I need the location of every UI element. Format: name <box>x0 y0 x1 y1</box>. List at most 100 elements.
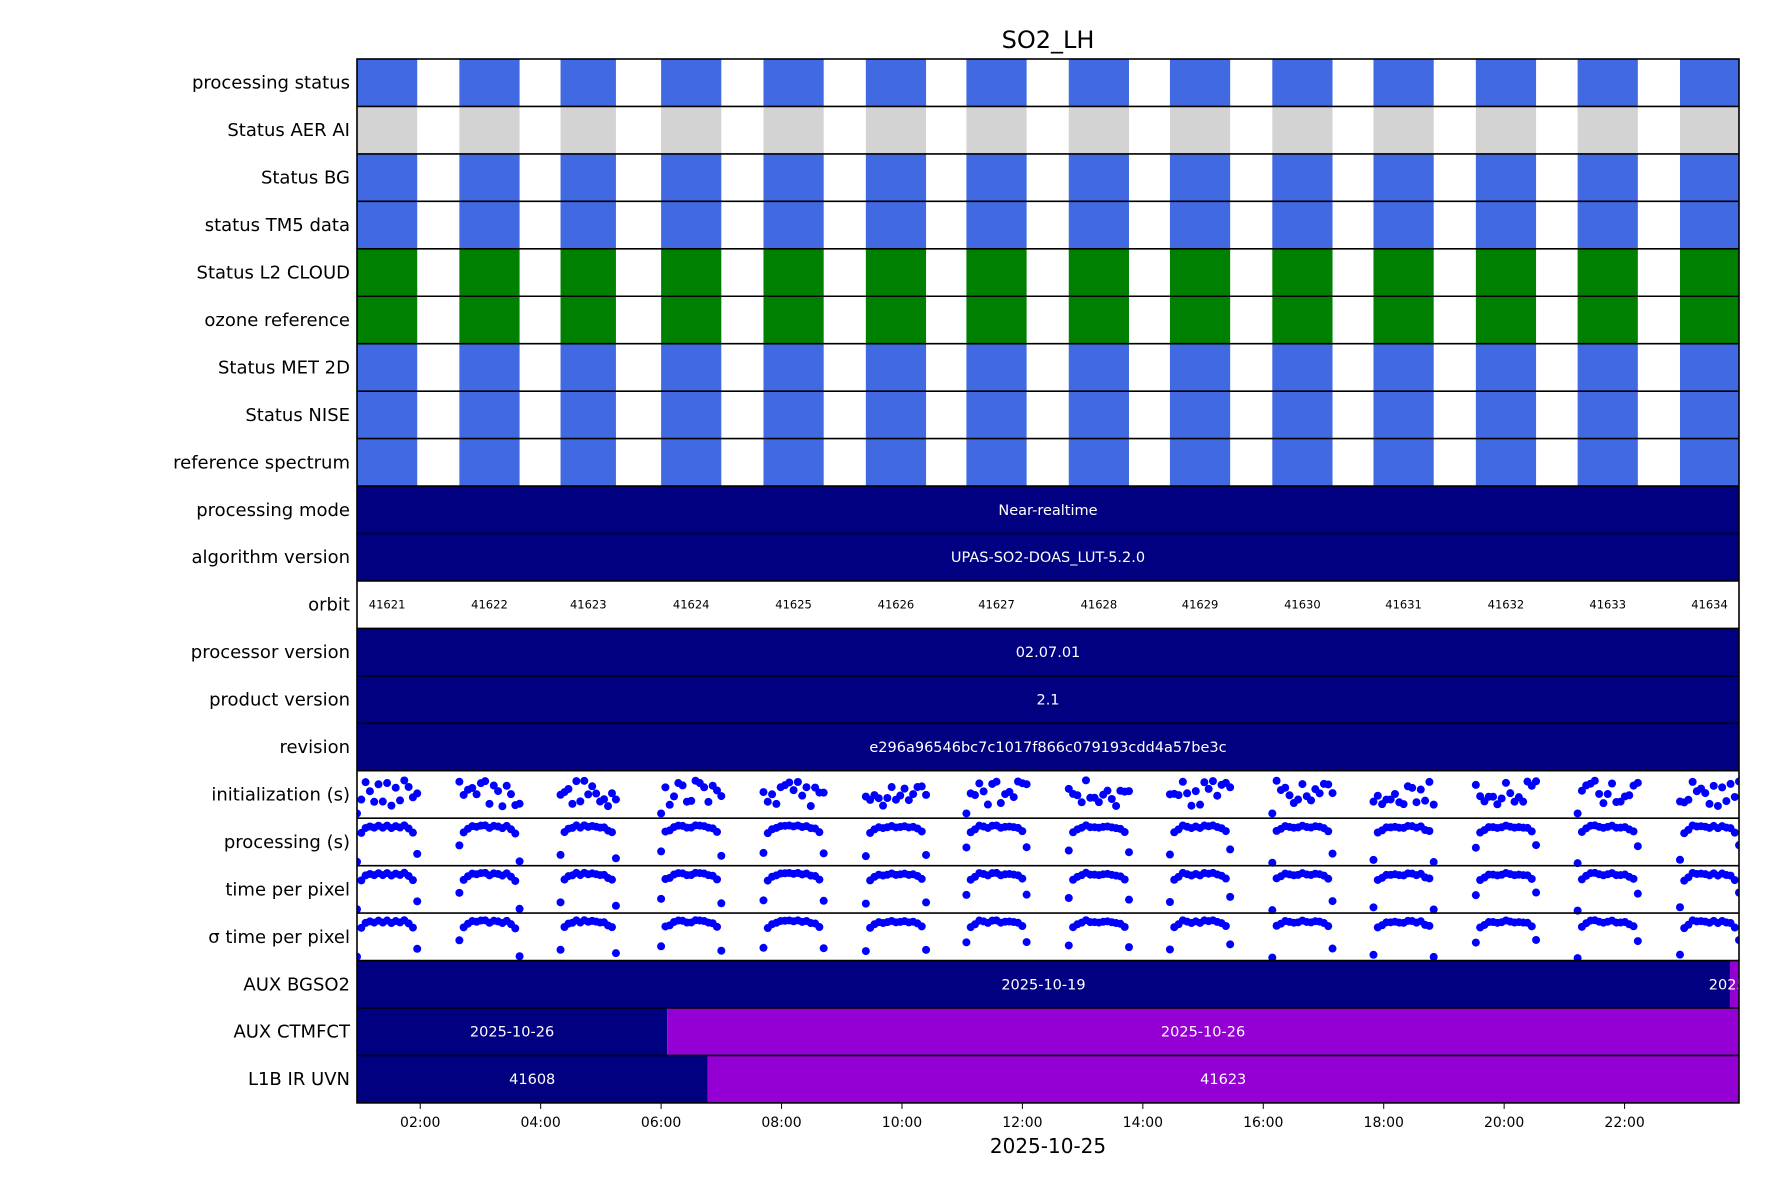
scatter-point <box>1471 780 1480 789</box>
scatter-point <box>1471 891 1480 900</box>
scatter-point <box>1307 796 1316 805</box>
scatter-point <box>1629 874 1638 883</box>
status-block <box>560 201 616 249</box>
status-block <box>1577 59 1638 107</box>
scatter-point <box>1221 827 1230 836</box>
status-block <box>1272 391 1333 439</box>
scatter-point <box>1107 795 1116 804</box>
scatter-point <box>556 898 565 907</box>
x-tick-label: 02:00 <box>400 1115 440 1131</box>
scatter-point <box>1094 798 1103 807</box>
status-block <box>1577 106 1638 154</box>
scatter-point <box>1633 889 1642 898</box>
scatter-point <box>485 799 494 808</box>
scatter-point <box>1399 800 1408 809</box>
scatter-point <box>1064 846 1073 855</box>
status-block <box>763 106 824 154</box>
scatter-point <box>1599 799 1608 808</box>
scatter-point <box>1022 890 1031 899</box>
scatter-point <box>802 783 811 792</box>
row-label-status-tm5-data: status TM5 data <box>205 215 350 236</box>
scatter-point <box>1718 783 1727 792</box>
orbit-label: 41629 <box>1182 598 1219 612</box>
scatter-point <box>759 943 768 952</box>
scatter-point <box>1213 791 1222 800</box>
scatter-point <box>511 876 520 885</box>
scatter-point <box>1124 848 1133 857</box>
status-block <box>1068 248 1129 297</box>
scatter-point <box>759 896 768 905</box>
x-tick-label: 12:00 <box>1002 1115 1042 1131</box>
scatter-point <box>1272 776 1281 785</box>
scatter-point <box>357 795 366 804</box>
scatter-point <box>607 875 616 884</box>
scatter-point <box>455 841 464 850</box>
scatter-point <box>1124 895 1133 904</box>
row-status-tm5-data <box>357 201 1739 249</box>
x-tick-label: 16:00 <box>1243 1115 1283 1131</box>
segment-bar <box>357 628 1739 676</box>
scatter-point <box>1328 897 1337 906</box>
scatter-point <box>768 790 777 799</box>
status-block <box>1169 59 1231 107</box>
status-block <box>966 343 1027 392</box>
scatter-point <box>1603 790 1612 799</box>
scatter-point <box>1629 827 1638 836</box>
status-block <box>459 343 520 392</box>
scatter-point <box>900 784 909 793</box>
scatter-point <box>1390 790 1399 799</box>
status-block <box>1373 248 1434 297</box>
scatter-point <box>815 875 824 884</box>
row-label-aux-ctmfct: AUX CTMFCT <box>233 1022 351 1043</box>
row-label-status-l2-cloud: Status L2 CLOUD <box>197 263 350 284</box>
scatter-point <box>515 799 524 808</box>
status-block <box>560 438 616 487</box>
row-processing-status <box>357 59 1739 107</box>
scatter-point <box>1735 777 1739 786</box>
scatter-point <box>975 779 984 788</box>
x-tick-label: 14:00 <box>1123 1115 1163 1131</box>
row-label-processing-status: processing status <box>192 73 350 94</box>
status-block <box>661 248 722 297</box>
scatter-point <box>408 828 417 837</box>
status-block <box>1169 343 1231 392</box>
scatter-point <box>468 783 477 792</box>
scatter-point <box>819 849 828 858</box>
scatter-point <box>413 789 422 798</box>
scatter-point <box>1324 922 1333 931</box>
scatter-point <box>1022 780 1031 789</box>
scatter-point <box>1022 938 1031 947</box>
scatter-point <box>1701 789 1710 798</box>
status-block <box>661 201 722 249</box>
status-block <box>459 106 520 154</box>
scatter-point <box>879 801 888 810</box>
row-label-initialization-s: initialization (s) <box>211 784 350 805</box>
orbit-label: 41625 <box>775 598 812 612</box>
scatter-point <box>917 782 926 791</box>
scatter-point <box>611 949 620 958</box>
scatter-point <box>1324 827 1333 836</box>
scatter-point <box>1226 940 1235 949</box>
scatter-point <box>1022 843 1031 852</box>
scatter-point <box>1527 827 1536 836</box>
scatter-point <box>1713 801 1722 810</box>
x-axis: 02:00 04:00 06:00 08:00 10:00 12:00 14:00 16:00… <box>400 1102 1645 1131</box>
scatter-point <box>1590 776 1599 785</box>
scatter-point <box>357 809 361 818</box>
status-block <box>865 248 927 297</box>
scatter-point <box>1629 922 1638 931</box>
scatter-point <box>1633 778 1642 787</box>
plot-frame <box>356 58 1740 1104</box>
scatter-point <box>515 952 524 961</box>
scatter-point <box>1429 905 1438 914</box>
status-block <box>357 153 418 202</box>
status-block <box>966 201 1027 249</box>
scatter-point <box>481 777 490 786</box>
scatter-point <box>759 788 768 797</box>
segment-bar <box>707 1055 1739 1103</box>
status-block <box>560 343 616 392</box>
status-block <box>763 343 824 392</box>
status-block <box>1475 153 1537 202</box>
scatter-point <box>979 787 988 796</box>
scatter-point <box>1165 897 1174 906</box>
